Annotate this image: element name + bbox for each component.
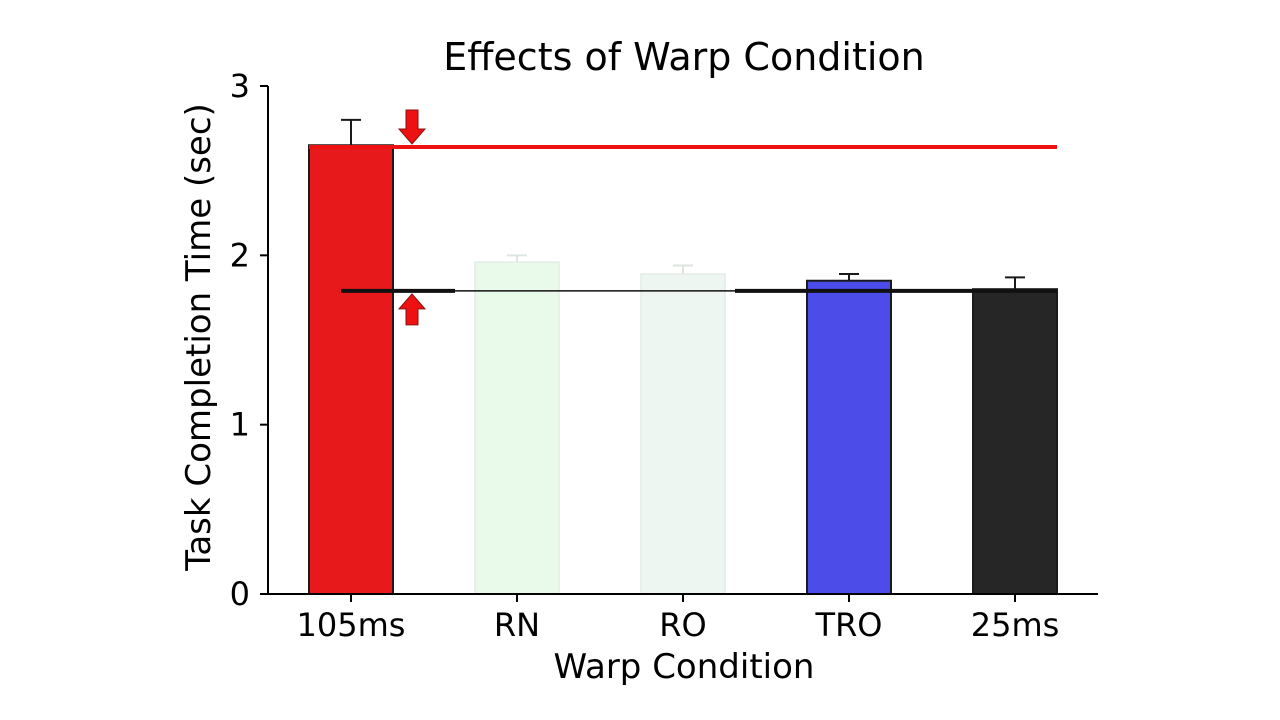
x-tick-label-RO: RO — [659, 606, 706, 644]
plot-area: 0 1 2 3 105ms RN RO TRO 25ms — [230, 67, 1098, 644]
arrow-down-icon — [397, 109, 427, 145]
bar-RO — [640, 273, 726, 595]
y-tick-label-2: 2 — [230, 236, 250, 274]
y-tick-label-1: 1 — [230, 406, 250, 444]
x-tick-label-TRO: TRO — [815, 606, 883, 644]
x-tick-label-25ms: 25ms — [971, 606, 1060, 644]
y-axis-label: Task Completion Time (sec) — [179, 103, 219, 572]
bar-RN — [474, 261, 560, 595]
chart-title: Effects of Warp Condition — [443, 35, 925, 79]
x-axis-label: Warp Condition — [554, 647, 815, 687]
y-tick-label-0: 0 — [230, 575, 250, 613]
arrow-up-icon — [397, 293, 427, 326]
bar-TRO — [806, 279, 892, 595]
y-tick-label-3: 3 — [230, 67, 250, 105]
bar-105ms — [308, 144, 394, 595]
bar-25ms — [972, 288, 1058, 595]
x-tick-label-105ms: 105ms — [297, 606, 406, 644]
x-tick-label-RN: RN — [494, 606, 540, 644]
